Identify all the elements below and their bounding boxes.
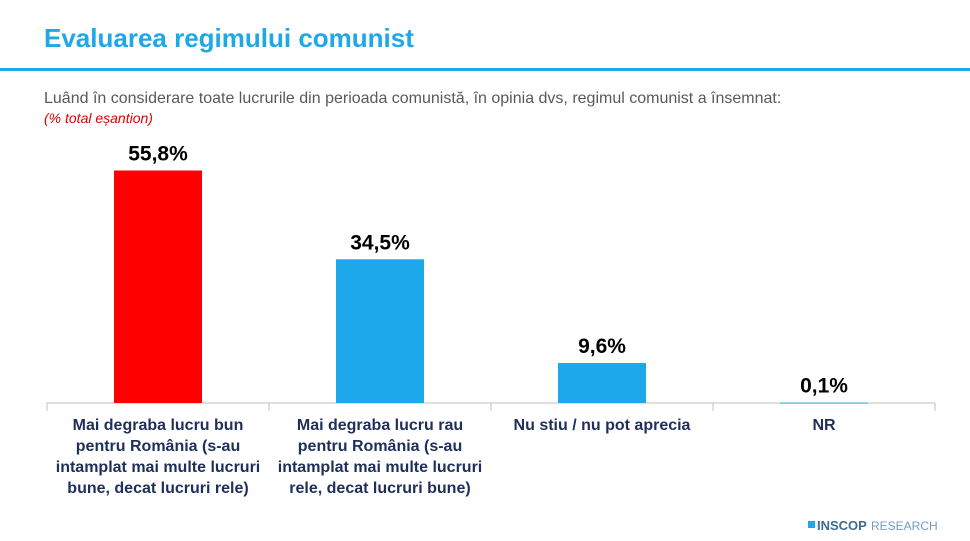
bar (780, 402, 868, 404)
chart-title: Evaluarea regimului comunist (44, 23, 414, 53)
title-rule (0, 68, 970, 71)
value-label: 0,1% (800, 375, 848, 398)
value-label: 34,5% (350, 231, 410, 254)
category-label: Nu stiu / nu pot aprecia (513, 417, 691, 434)
logo-mark (808, 521, 815, 528)
value-label: 9,6% (578, 335, 626, 358)
subtitle: Luând în considerare toate lucrurile din… (44, 90, 781, 107)
bar (336, 259, 424, 403)
logo-brand: INSCOP (817, 518, 867, 533)
category-label: Mai degraba lucru bun pentru România (s-… (55, 417, 261, 497)
category-label: NR (812, 417, 836, 434)
bar (558, 363, 646, 403)
bar (114, 170, 202, 403)
note: (% total eșantion) (44, 110, 153, 126)
value-label: 55,8% (128, 143, 188, 166)
category-label: Mai degraba lucru rau pentru România (s-… (277, 417, 483, 497)
logo-suffix: RESEARCH (871, 519, 938, 533)
